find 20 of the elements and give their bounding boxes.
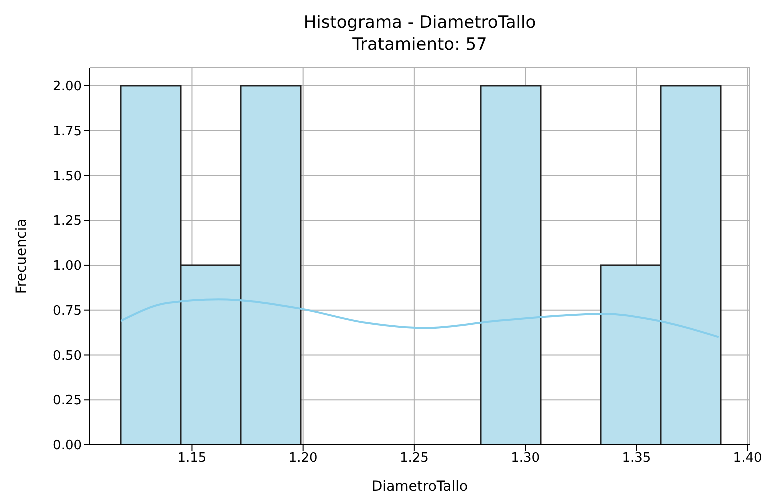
y-axis-title: Frecuencia <box>14 218 30 294</box>
x-tick-label: 1.20 <box>288 451 318 466</box>
y-tick-label: 0.75 <box>53 304 82 319</box>
chart-subtitle: Tratamiento: 57 <box>352 34 488 56</box>
y-tick-label: 2.00 <box>53 80 82 95</box>
y-tick-label: 1.00 <box>53 259 82 274</box>
x-axis-title: DiametroTallo <box>372 479 468 495</box>
x-tick-label: 1.25 <box>400 451 429 466</box>
x-tick-label: 1.30 <box>511 451 540 466</box>
y-tick-label: 0.50 <box>53 348 82 364</box>
chart-title: Histograma - DiametroTallo <box>302 12 538 34</box>
x-tick-label: 1.40 <box>733 451 762 466</box>
y-tick-label: 1.25 <box>53 214 82 230</box>
line-series <box>120 298 720 338</box>
x-tick-label: 1.35 <box>622 451 652 466</box>
y-tick-label: 0.00 <box>53 438 82 454</box>
y-tick-label: 0.25 <box>53 394 82 409</box>
y-tick-label: 1.75 <box>53 124 82 140</box>
y-tick-label: 1.50 <box>53 169 82 184</box>
x-tick-label: 1.15 <box>178 451 207 466</box>
